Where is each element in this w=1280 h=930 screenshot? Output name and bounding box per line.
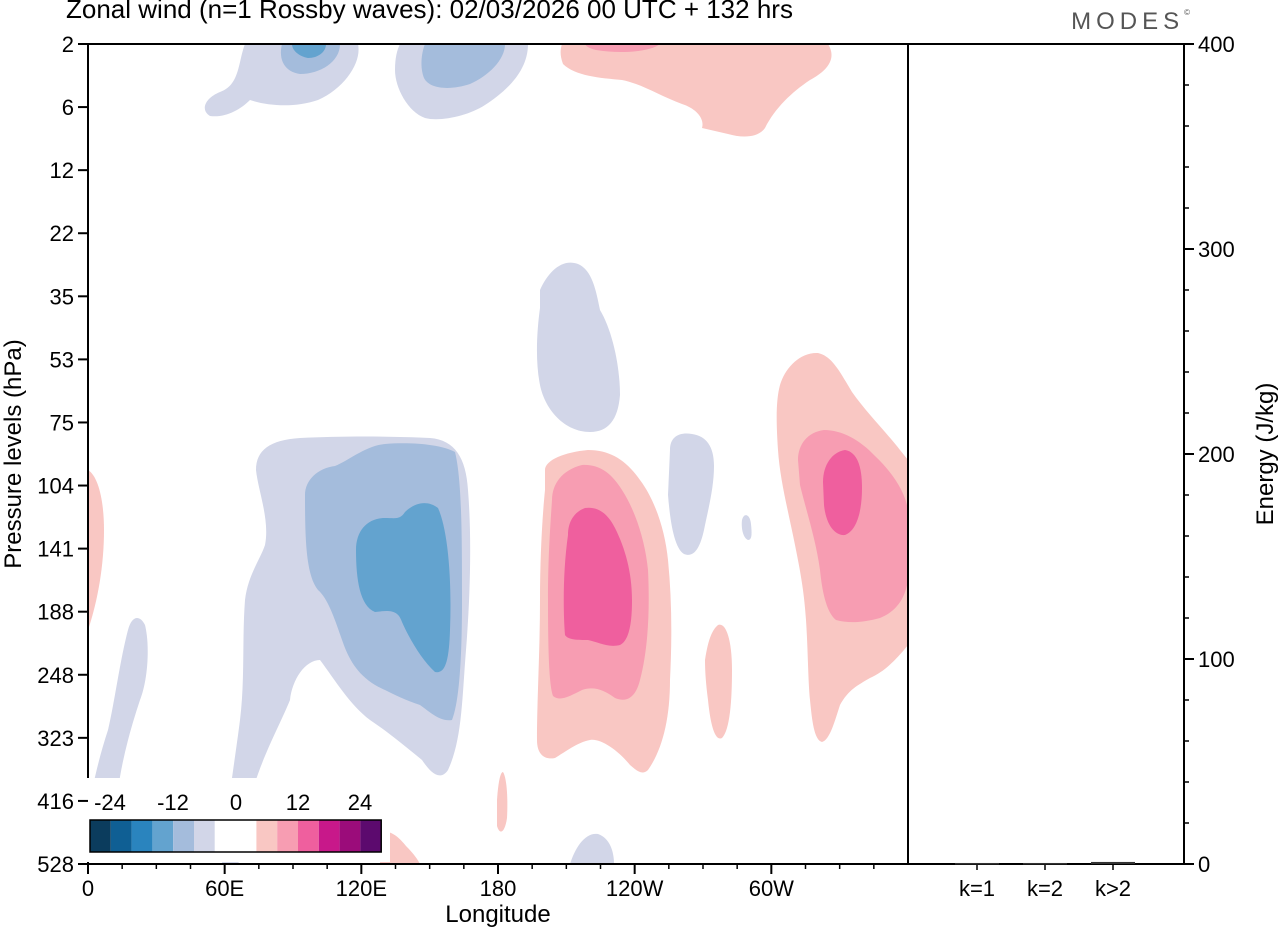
contour-pos-l1-left — [88, 470, 104, 630]
energy-panel-frame — [907, 43, 1185, 865]
contour-pos-l1-mid — [705, 624, 732, 739]
contour-neg-l3-main — [356, 503, 451, 673]
contour-neg-l1-upper — [536, 262, 620, 432]
y-axis-label: Pressure levels (hPa) — [0, 339, 27, 568]
brand-text: MODES — [1071, 8, 1185, 35]
energy-tick-label: 100 — [1198, 647, 1235, 672]
contour-neg-l1-bottom — [570, 833, 614, 864]
colorbar-swatch — [152, 820, 174, 852]
energy-tick-label: 200 — [1198, 442, 1235, 467]
y-tick-label: 2 — [62, 32, 74, 57]
energy-bar — [955, 862, 999, 865]
energy-categories: k=1 k=2 k>2 — [959, 864, 1131, 901]
colorbar-cells — [89, 819, 382, 853]
energy-category-label: k=2 — [1027, 876, 1063, 901]
colorbar-label: 12 — [286, 790, 310, 815]
x-axis-label: Longitude — [445, 901, 550, 928]
colorbar-outline — [89, 819, 382, 853]
contour-pos-l1-top — [560, 44, 832, 137]
colorbar-swatch — [339, 820, 361, 852]
colorbar-labels: -24 -12 0 12 24 — [94, 790, 372, 815]
colorbar-swatch — [277, 820, 298, 852]
contour-pos-l3-b — [823, 450, 862, 536]
y-tick-label: 53 — [50, 347, 74, 372]
energy-tick-label: 0 — [1198, 852, 1210, 877]
x-tick-label: 120W — [606, 876, 664, 901]
colorbar-swatch — [235, 820, 257, 852]
colorbar-label: -12 — [157, 790, 189, 815]
energy-bar — [1091, 861, 1135, 864]
contour-pos-l1-sliver — [497, 772, 508, 832]
colorbar: -24 -12 0 12 24 — [80, 778, 390, 862]
y-axis-ticks: 2 6 12 22 35 53 75 104 141 188 248 323 416 528 — [37, 32, 88, 877]
y-tick-label: 6 — [62, 95, 74, 120]
x-axis-ticks: 0 60E 120E 180 120W 60W — [82, 864, 875, 901]
y-tick-label: 248 — [37, 663, 74, 688]
energy-bars — [955, 861, 1135, 865]
energy-category-label: k=1 — [959, 876, 995, 901]
y-tick-label: 188 — [37, 600, 74, 625]
x-tick-label: 120E — [336, 876, 387, 901]
colorbar-swatch — [318, 820, 340, 852]
y-tick-label: 35 — [50, 284, 74, 309]
colorbar-swatch — [110, 820, 132, 852]
energy-axis-label: Energy (J/kg) — [1252, 383, 1279, 526]
x-tick-label: 180 — [480, 876, 517, 901]
y-tick-label: 22 — [50, 221, 74, 246]
contour-neg-l1-mid — [668, 433, 714, 555]
y-tick-label: 528 — [37, 852, 74, 877]
brand-logo: MODES© — [1071, 8, 1190, 36]
energy-tick-label: 300 — [1198, 237, 1235, 262]
colorbar-swatch — [214, 820, 236, 852]
y-tick-label: 75 — [50, 410, 74, 435]
colorbar-swatch — [360, 820, 382, 852]
colorbar-label: 24 — [348, 790, 372, 815]
colorbar-swatch — [298, 820, 319, 852]
x-tick-label: 60W — [749, 876, 794, 901]
contour-neg-l3-top-a — [292, 44, 326, 58]
contour-pos-l3-a — [563, 507, 632, 646]
colorbar-swatch — [256, 820, 278, 852]
energy-axis-ticks: 0 100 200 300 400 — [1184, 32, 1235, 877]
energy-tick-label: 400 — [1198, 32, 1235, 57]
colorbar-swatch — [194, 820, 215, 852]
contour-field — [88, 44, 908, 864]
contour-neg-l1-left — [88, 618, 148, 819]
contour-neg-l2-top-b — [421, 44, 505, 88]
trademark-icon: © — [1184, 8, 1190, 17]
colorbar-swatch — [90, 820, 111, 852]
x-tick-label: 60E — [205, 876, 244, 901]
colorbar-swatch — [173, 820, 194, 852]
x-tick-label: 0 — [82, 876, 94, 901]
colorbar-label: -24 — [94, 790, 126, 815]
contour-neg-l1-dot — [741, 515, 752, 540]
contour-pos-l2-top — [585, 44, 660, 52]
y-tick-label: 141 — [37, 537, 74, 562]
energy-bar — [1023, 862, 1067, 865]
colorbar-label: 0 — [230, 790, 242, 815]
energy-category-label: k>2 — [1095, 876, 1131, 901]
y-tick-label: 12 — [50, 158, 74, 183]
colorbar-swatch — [131, 820, 153, 852]
page-title: Zonal wind (n=1 Rossby waves): 02/03/202… — [66, 0, 793, 24]
y-tick-label: 416 — [37, 789, 74, 814]
y-tick-label: 104 — [37, 474, 74, 499]
y-tick-label: 323 — [37, 726, 74, 751]
